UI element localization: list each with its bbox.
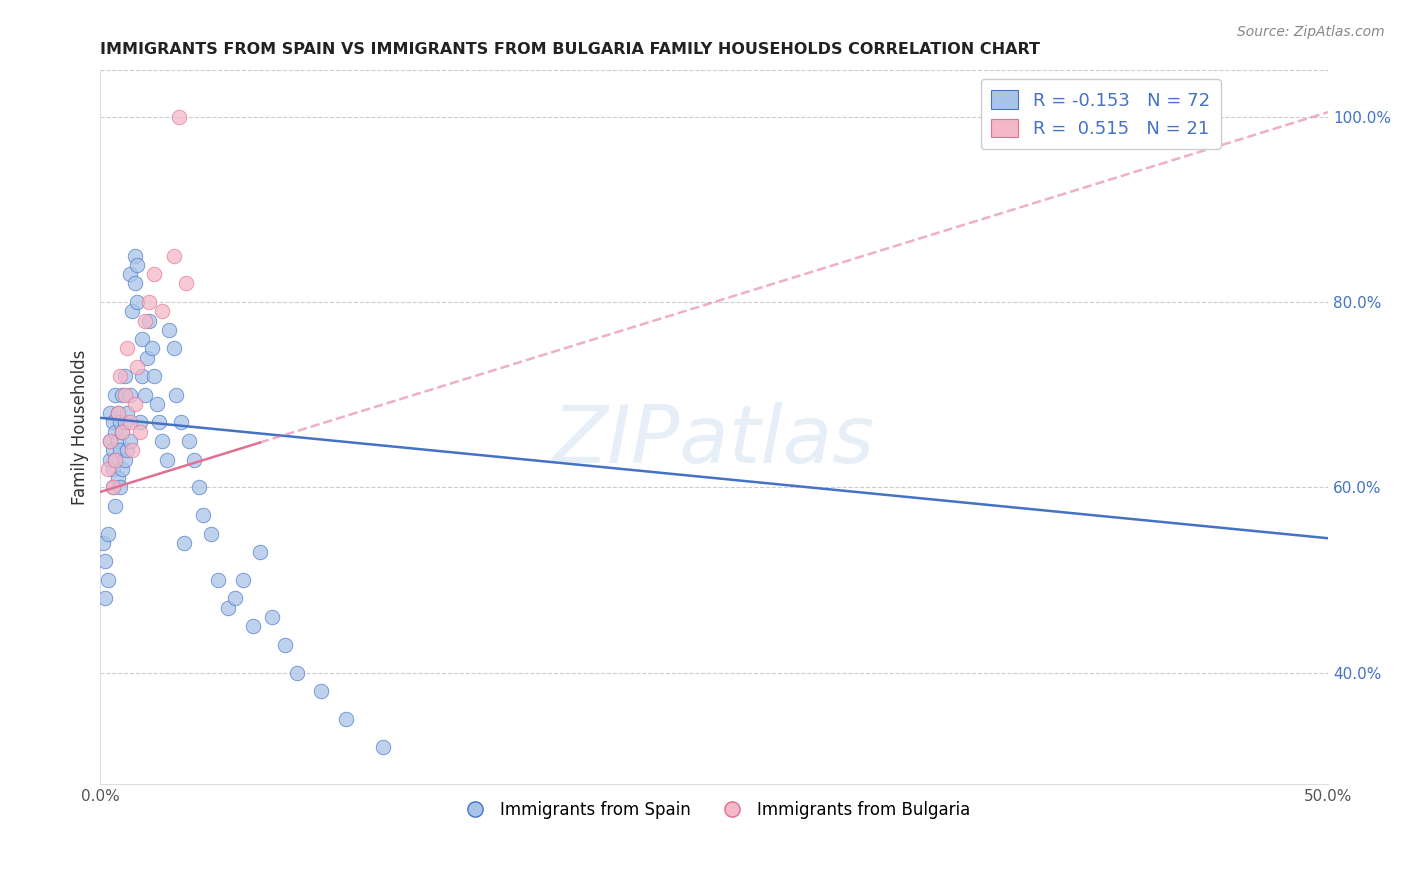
Point bbox=[117, 406, 139, 420]
Point bbox=[108, 480, 131, 494]
Point bbox=[148, 416, 170, 430]
Point bbox=[134, 313, 156, 327]
Point bbox=[101, 443, 124, 458]
Point bbox=[163, 249, 186, 263]
Point bbox=[156, 452, 179, 467]
Point bbox=[262, 610, 284, 624]
Point bbox=[157, 323, 180, 337]
Point bbox=[131, 369, 153, 384]
Point bbox=[163, 342, 186, 356]
Point bbox=[114, 452, 136, 467]
Point bbox=[177, 434, 200, 448]
Point bbox=[187, 480, 209, 494]
Point bbox=[217, 600, 239, 615]
Point bbox=[242, 619, 264, 633]
Point bbox=[273, 638, 295, 652]
Point bbox=[97, 462, 120, 476]
Point bbox=[104, 387, 127, 401]
Text: ZIPatlas: ZIPatlas bbox=[553, 402, 876, 481]
Point bbox=[98, 452, 121, 467]
Point bbox=[118, 387, 141, 401]
Point bbox=[127, 258, 149, 272]
Point bbox=[111, 387, 134, 401]
Point bbox=[131, 332, 153, 346]
Point bbox=[111, 462, 134, 476]
Point bbox=[101, 416, 124, 430]
Text: Source: ZipAtlas.com: Source: ZipAtlas.com bbox=[1237, 25, 1385, 39]
Point bbox=[371, 739, 394, 754]
Point bbox=[124, 249, 146, 263]
Point bbox=[107, 471, 129, 485]
Point bbox=[150, 434, 173, 448]
Point bbox=[111, 425, 134, 439]
Point bbox=[200, 526, 222, 541]
Point bbox=[127, 359, 149, 374]
Point bbox=[101, 480, 124, 494]
Point bbox=[124, 397, 146, 411]
Point bbox=[134, 387, 156, 401]
Y-axis label: Family Households: Family Households bbox=[72, 350, 89, 505]
Point bbox=[91, 536, 114, 550]
Point bbox=[224, 591, 246, 606]
Point bbox=[104, 425, 127, 439]
Point bbox=[94, 591, 117, 606]
Point bbox=[117, 342, 139, 356]
Point bbox=[193, 508, 215, 522]
Point bbox=[104, 499, 127, 513]
Point bbox=[143, 369, 166, 384]
Point bbox=[141, 342, 163, 356]
Point bbox=[98, 406, 121, 420]
Point bbox=[108, 443, 131, 458]
Point bbox=[249, 545, 271, 559]
Point bbox=[104, 452, 127, 467]
Point bbox=[285, 665, 308, 680]
Point bbox=[107, 406, 129, 420]
Point bbox=[101, 462, 124, 476]
Point bbox=[143, 267, 166, 281]
Point bbox=[124, 277, 146, 291]
Point bbox=[104, 452, 127, 467]
Point bbox=[121, 304, 143, 318]
Point bbox=[127, 295, 149, 310]
Legend: Immigrants from Spain, Immigrants from Bulgaria: Immigrants from Spain, Immigrants from B… bbox=[451, 794, 977, 825]
Point bbox=[173, 536, 195, 550]
Point bbox=[136, 351, 159, 365]
Point bbox=[97, 573, 120, 587]
Point bbox=[311, 684, 333, 698]
Point bbox=[107, 406, 129, 420]
Point bbox=[166, 387, 188, 401]
Point bbox=[98, 434, 121, 448]
Point bbox=[176, 277, 198, 291]
Point bbox=[107, 434, 129, 448]
Point bbox=[98, 434, 121, 448]
Point bbox=[111, 425, 134, 439]
Point bbox=[183, 452, 205, 467]
Point bbox=[108, 416, 131, 430]
Point bbox=[207, 573, 229, 587]
Text: IMMIGRANTS FROM SPAIN VS IMMIGRANTS FROM BULGARIA FAMILY HOUSEHOLDS CORRELATION : IMMIGRANTS FROM SPAIN VS IMMIGRANTS FROM… bbox=[100, 42, 1040, 57]
Point bbox=[150, 304, 173, 318]
Point bbox=[94, 554, 117, 568]
Point bbox=[138, 313, 160, 327]
Point bbox=[170, 416, 193, 430]
Point bbox=[108, 369, 131, 384]
Point bbox=[118, 416, 141, 430]
Point bbox=[101, 480, 124, 494]
Point bbox=[335, 712, 357, 726]
Point bbox=[138, 295, 160, 310]
Point bbox=[146, 397, 169, 411]
Point bbox=[114, 387, 136, 401]
Point bbox=[128, 425, 150, 439]
Point bbox=[232, 573, 254, 587]
Point bbox=[114, 369, 136, 384]
Point bbox=[118, 267, 141, 281]
Point bbox=[121, 443, 143, 458]
Point bbox=[97, 526, 120, 541]
Point bbox=[167, 110, 190, 124]
Point bbox=[117, 443, 139, 458]
Point bbox=[114, 416, 136, 430]
Point bbox=[128, 416, 150, 430]
Point bbox=[118, 434, 141, 448]
